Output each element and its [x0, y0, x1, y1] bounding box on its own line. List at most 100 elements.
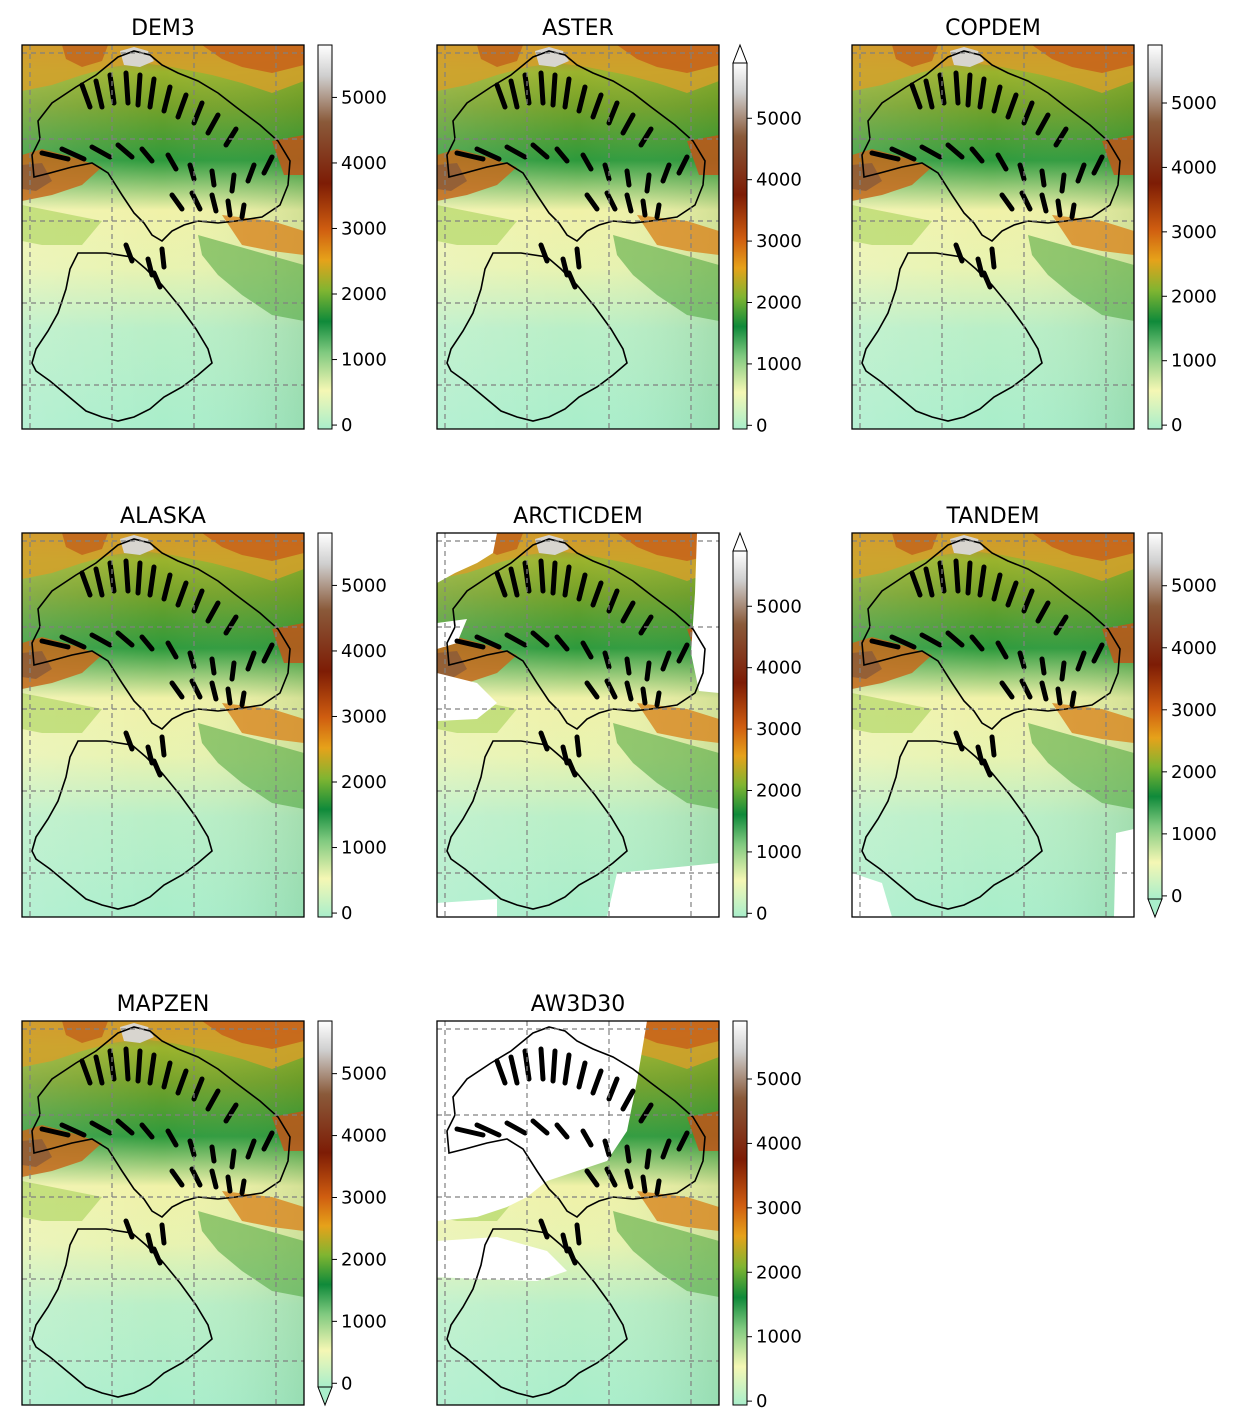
nodata-area: [691, 533, 719, 693]
glacier-outline: [584, 190, 662, 220]
map-frame: [436, 1020, 720, 1406]
summit-snow: [120, 1023, 154, 1043]
colorbar: 0 1000 2000 3000 4000 5000: [317, 532, 387, 924]
high-terrain-band: [202, 45, 304, 73]
colorbar-gradient: [733, 1021, 747, 1405]
colorbar-tick-label: 1000: [756, 354, 802, 375]
colorbar: 0 1000 2000 3000 4000 5000: [1147, 44, 1217, 436]
high-terrain-band: [437, 149, 517, 201]
glacier-outline: [454, 1118, 690, 1170]
glacier-outline: [999, 678, 1077, 708]
glacier-outline: [909, 558, 1069, 636]
high-terrain-band: [62, 1021, 108, 1043]
elevation-map: [436, 44, 720, 430]
colorbar-tick-label: 0: [1171, 415, 1182, 436]
catchment-outline-south: [861, 252, 1043, 422]
high-terrain-band: [617, 45, 719, 73]
colorbar: 0 1000 2000 3000 4000 5000: [1147, 532, 1217, 919]
foothill-band: [22, 205, 102, 245]
colorbar-tick-label: 1000: [341, 350, 387, 371]
high-terrain-band: [22, 1125, 102, 1177]
colorbar-gradient: [318, 1021, 332, 1387]
glacier-outline: [79, 1046, 239, 1124]
colorbar-tick-label: 4000: [1171, 157, 1217, 178]
colorbar-tick-label: 3000: [341, 218, 387, 239]
catchment-outline-north: [31, 538, 291, 731]
glacier-outline: [39, 1118, 275, 1170]
nodata-area: [852, 873, 892, 917]
foothill-band: [22, 1181, 102, 1221]
catchment-outline-south: [446, 1228, 628, 1398]
colorbar-tick-label: 4000: [756, 1133, 802, 1154]
colorbar-tick-label: 3000: [756, 231, 802, 252]
colorbar-tick-label: 0: [341, 415, 352, 436]
colorbar-tick-label: 2000: [1171, 286, 1217, 307]
map-frame: [436, 532, 720, 918]
colorbar-frame: [317, 532, 333, 918]
catchment-outline-north: [446, 50, 706, 243]
colorbar-tick-label: 1000: [1171, 351, 1217, 372]
colorbar-tick-label: 5000: [756, 108, 802, 129]
panel-title: ALASKA: [120, 504, 206, 529]
glacier-outline: [454, 630, 690, 682]
summit-snow: [535, 47, 569, 67]
high-terrain-band: [222, 1191, 304, 1231]
map-frame: [436, 44, 720, 430]
glacier-outline: [953, 242, 997, 290]
colorbar-gradient: [733, 551, 747, 917]
foothill-band: [437, 205, 517, 245]
colorbar-tick-label: 4000: [341, 153, 387, 174]
high-terrain-band: [437, 637, 517, 689]
catchment-outline-south: [861, 740, 1043, 910]
catchment-outline-north: [861, 50, 1121, 243]
foothill-band: [1028, 723, 1134, 809]
colorbar-tick-label: 5000: [341, 87, 387, 108]
high-terrain-band: [477, 45, 523, 67]
catchment-outline-north: [446, 538, 706, 731]
nodata-area: [437, 1021, 647, 1221]
dem-panel: ALASKA 0 1000 2000 3000 4000 5000: [21, 504, 387, 924]
foothill-band: [198, 723, 304, 809]
high-terrain-band: [1052, 215, 1134, 255]
glacier-outline: [909, 70, 1069, 148]
colorbar-tick-label: 0: [341, 903, 352, 924]
colorbar-extend-min: [317, 1386, 333, 1407]
colorbar-gradient: [733, 63, 747, 429]
panel-title: MAPZEN: [117, 992, 210, 1017]
high-terrain-band: [617, 533, 719, 561]
dem-panel: ARCTICDEM 0 1000 2000 3000 4000 5000: [436, 504, 802, 924]
colorbar-frame: [1147, 44, 1163, 430]
high-terrain-band: [22, 637, 102, 689]
dem-panel: TANDEM 0 1000 2000 3000 4000 5000: [851, 504, 1217, 919]
colorbar-tick-label: 1000: [341, 838, 387, 859]
glacier-outline: [494, 70, 654, 148]
elevation-map: [21, 44, 305, 430]
nodata-area: [437, 533, 497, 583]
colorbar-tick-label: 0: [341, 1373, 352, 1394]
colorbar-extend-max: [732, 43, 748, 64]
colorbar-tick-label: 0: [756, 903, 767, 924]
map-frame: [21, 44, 305, 430]
colorbar: 0 1000 2000 3000 4000 5000: [732, 43, 802, 436]
high-terrain-band: [1032, 45, 1134, 73]
glacier-outline: [494, 558, 654, 636]
catchment-outline-north: [31, 1026, 291, 1219]
foothill-band: [613, 1211, 719, 1297]
panel-title: ASTER: [542, 16, 614, 41]
map-frame: [21, 1020, 305, 1406]
elevation-map: [21, 1020, 305, 1406]
catchment-outline-south: [31, 1228, 213, 1398]
high-terrain-band: [22, 149, 102, 201]
glacier-outline: [169, 1166, 247, 1196]
colorbar-extend-max: [732, 531, 748, 552]
summit-snow: [950, 535, 984, 555]
high-terrain-band: [852, 149, 932, 201]
elevation-map: [851, 532, 1135, 918]
foothill-band: [198, 235, 304, 321]
colorbar-tick-label: 3000: [341, 706, 387, 727]
dem-panel: COPDEM 0 1000 2000 3000 4000 5000: [851, 16, 1217, 436]
colorbar-tick-label: 2000: [756, 1262, 802, 1283]
colorbar-tick-label: 5000: [756, 596, 802, 617]
glacier-outline: [123, 1218, 167, 1266]
